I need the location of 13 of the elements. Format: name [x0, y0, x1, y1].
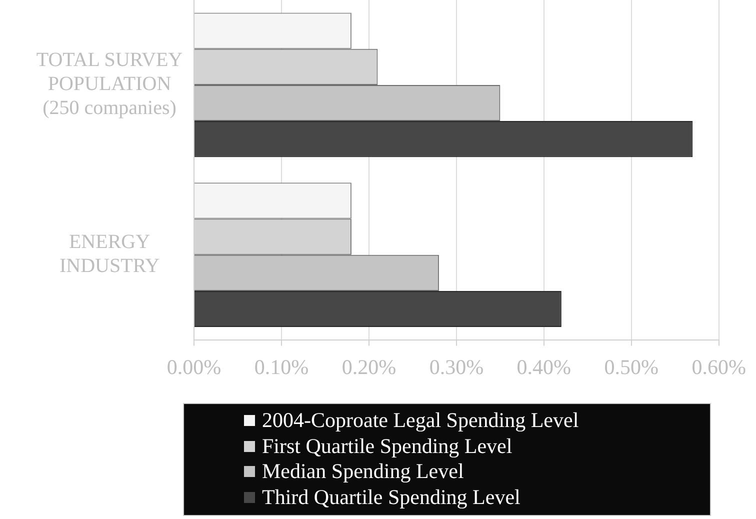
- x-tick-label: 0.40%: [516, 354, 572, 379]
- legend-label: First Quartile Spending Level: [262, 434, 512, 459]
- y-tick-label: TOTAL SURVEY POPULATION (250 companies): [36, 49, 183, 120]
- x-tick-label: 0.00%: [166, 354, 222, 379]
- legend-label: Third Quartile Spending Level: [262, 484, 520, 510]
- x-tick-label: 0.10%: [254, 354, 309, 379]
- x-tick-label: 0.20%: [342, 354, 396, 379]
- y-tick-label: ENERGY INDUSTRY: [60, 231, 160, 278]
- x-tick-label: 0.30%: [429, 354, 484, 379]
- legend-label: Median Spending Level: [262, 459, 464, 484]
- legend-label: 2004-Coproate Legal Spending Level: [262, 408, 579, 434]
- x-tick-label: 0.60%: [692, 354, 746, 379]
- x-tick-label: 0.50%: [604, 354, 659, 379]
